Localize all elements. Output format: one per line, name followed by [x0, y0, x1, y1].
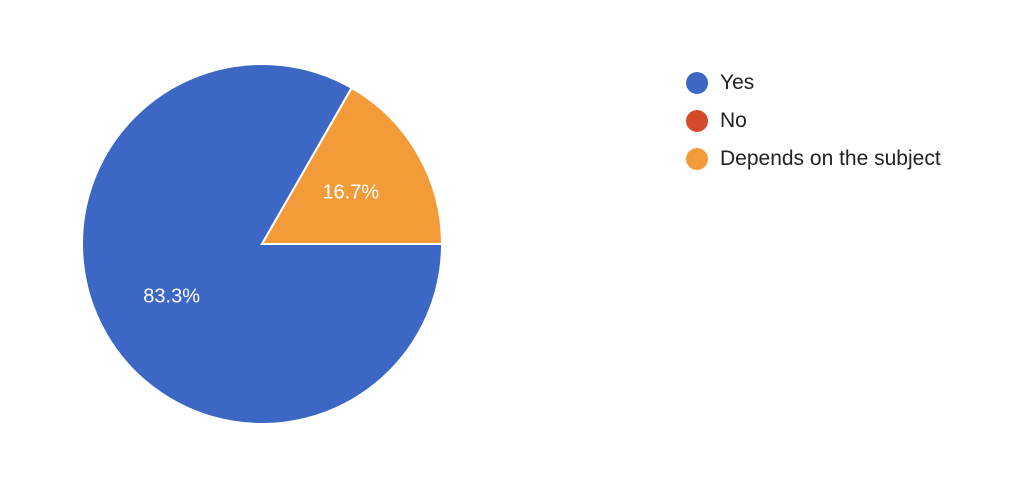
legend-label-no: No: [720, 109, 747, 132]
legend-swatch-no: [686, 110, 708, 132]
legend-label-depends: Depends on the subject: [720, 147, 941, 170]
legend-swatch-depends: [686, 148, 708, 170]
legend-item-depends[interactable]: Depends on the subject: [686, 140, 941, 178]
slice-label-yes: 83.3%: [143, 285, 200, 307]
legend-item-yes[interactable]: Yes: [686, 64, 941, 102]
pie-slice-depends-on-the-subject[interactable]: [260, 86, 444, 245]
legend-item-no[interactable]: No: [686, 102, 941, 140]
legend-label-yes: Yes: [720, 71, 755, 94]
legend-swatch-yes: [686, 72, 708, 94]
slice-label-depends-on-the-subject: 16.7%: [322, 182, 379, 204]
legend: Yes No Depends on the subject: [686, 64, 941, 178]
